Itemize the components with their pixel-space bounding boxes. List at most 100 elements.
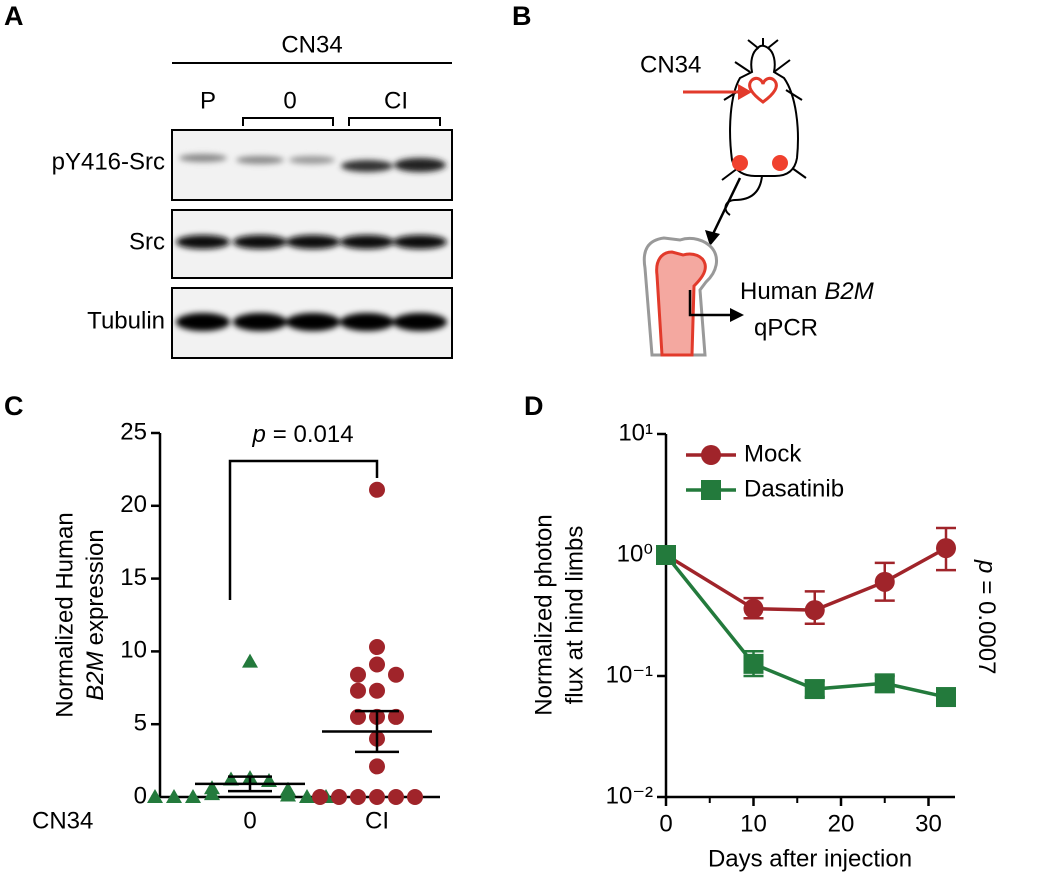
p-value: p = 0.0007 <box>973 559 1000 674</box>
error-bar <box>355 709 399 754</box>
lane-bracket <box>348 117 441 126</box>
data-point <box>369 758 385 775</box>
y-axis-title-line: B2M expression <box>82 529 109 700</box>
y-axis-title-line: flux at hind limbs <box>561 526 588 705</box>
blot-row <box>171 287 453 359</box>
injection-arrowhead <box>738 84 752 100</box>
y-tick-label: 10⁰ <box>617 540 653 567</box>
lane-label: 0 <box>283 87 296 114</box>
data-point <box>280 787 296 802</box>
arrowhead <box>705 230 720 246</box>
y-axis-title: Normalized Human B2M expression <box>51 512 109 717</box>
tumor-dot <box>772 155 788 171</box>
y-tick-label: 10⁻¹ <box>606 661 653 688</box>
x-tick-label: 0 <box>243 807 256 834</box>
data-point <box>369 639 385 656</box>
y-tick-label: 25 <box>120 418 147 445</box>
data-point <box>185 789 201 803</box>
data-point <box>299 789 315 803</box>
data-point <box>147 789 163 803</box>
data-point <box>204 786 220 801</box>
data-point <box>388 708 404 725</box>
series-line <box>665 546 947 612</box>
p-value: p = 0.014 <box>251 421 353 448</box>
series-line <box>664 553 947 699</box>
y-axis-title-rest: expression <box>82 529 109 645</box>
x-tick-label: 0 <box>659 810 672 837</box>
blot-row-label: Src <box>129 228 165 255</box>
data-point <box>369 481 385 498</box>
tumor-dot <box>732 155 748 171</box>
data-point <box>936 687 956 708</box>
legend-label: Dasatinib <box>744 475 844 502</box>
marrow <box>655 250 707 357</box>
y-tick-label: 10⁻² <box>606 782 653 809</box>
blot-title: CN34 <box>281 31 342 58</box>
y-tick-label: 10¹ <box>618 419 653 446</box>
p-text: = 0.014 <box>273 421 354 448</box>
data-point <box>743 653 764 674</box>
legend-label: Mock <box>744 440 802 467</box>
method-label: qPCR <box>754 314 818 341</box>
y-tick-label: 5 <box>134 710 147 737</box>
data-point <box>369 656 385 673</box>
data-point <box>656 545 676 565</box>
y-tick-label: 0 <box>134 782 147 809</box>
data-point <box>874 571 895 592</box>
arrow <box>710 177 742 237</box>
data-point <box>223 771 239 786</box>
panel-label: A <box>4 1 24 31</box>
data-point <box>804 679 825 700</box>
data-point <box>388 789 404 805</box>
data-point <box>242 653 258 668</box>
heart <box>748 76 778 104</box>
data-point <box>331 789 347 805</box>
data-point <box>369 789 385 805</box>
arrow <box>688 290 732 317</box>
significance-bracket <box>228 459 379 600</box>
lane-label: CI <box>384 87 408 114</box>
readout-label: Human B2M <box>740 278 874 305</box>
blot-row <box>171 209 453 279</box>
panel-label: C <box>4 391 24 421</box>
data-point <box>350 682 366 699</box>
lane-bracket <box>242 117 334 126</box>
data-point <box>936 538 956 559</box>
y-axis-title-line: Normalized Human <box>51 512 78 717</box>
x-tick-label: 20 <box>828 810 855 837</box>
data-point <box>388 666 404 683</box>
panel-label: D <box>524 391 544 421</box>
data-point <box>166 789 182 803</box>
p-text: = 0.0007 <box>973 580 1000 674</box>
data-point <box>350 708 366 725</box>
arrowhead <box>730 308 744 322</box>
data-point <box>350 789 366 805</box>
data-point <box>369 682 385 699</box>
legend-marker <box>701 480 721 500</box>
legend-marker <box>701 445 721 465</box>
blot-row-label: pY416-Src <box>52 148 165 175</box>
gene-name: B2M <box>824 278 873 305</box>
mouse-schematic <box>721 38 807 216</box>
data-point <box>312 789 328 805</box>
y-tick-label: 20 <box>120 491 147 518</box>
readout-prefix: Human <box>740 278 817 305</box>
y-axis-title-line: Normalized photon <box>530 514 557 715</box>
p-symbol: p <box>251 421 265 448</box>
y-tick-label: 15 <box>120 564 147 591</box>
p-symbol: p <box>973 559 1000 573</box>
group-label: CN34 <box>32 807 93 834</box>
panel-label: B <box>512 1 532 31</box>
x-tick-label: CI <box>365 807 389 834</box>
y-tick-label: 10 <box>120 637 147 664</box>
x-tick-label: 30 <box>915 810 942 837</box>
data-point <box>874 673 895 694</box>
x-axis-title: Days after injection <box>708 845 912 872</box>
data-point <box>804 600 825 621</box>
data-point <box>407 789 423 805</box>
y-axis-title: Normalized photon flux at hind limbs <box>530 514 588 715</box>
blot-row <box>171 129 453 201</box>
x-tick-label: 10 <box>740 810 767 837</box>
blot-row-label: Tubulin <box>87 307 165 334</box>
